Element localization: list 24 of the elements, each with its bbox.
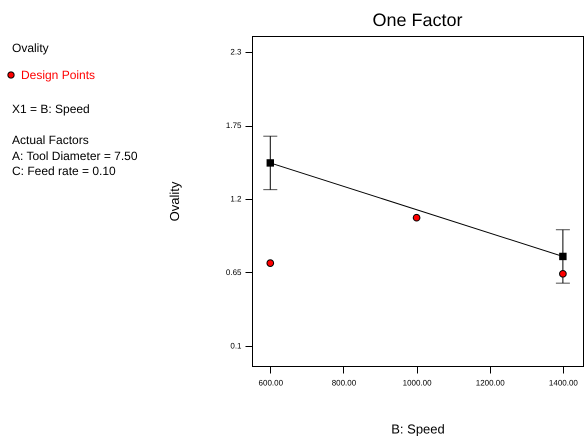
y-tick-label: 1.2	[230, 194, 242, 204]
x-tick-label: 1000.00	[402, 378, 432, 388]
point	[412, 214, 420, 222]
y-tick-label: 0.1	[230, 341, 242, 350]
point	[266, 259, 274, 267]
text: Actual Factors	[12, 133, 89, 147]
x-tick-label: 1200.00	[476, 378, 506, 388]
x-tick-label: 600.00	[258, 378, 284, 388]
y-tick-label: 1.75	[226, 121, 242, 130]
point	[559, 252, 567, 260]
text: X1 = B: Speed	[12, 102, 90, 116]
y-tick-label: 2.3	[230, 48, 242, 57]
legend-label: Design Points	[21, 68, 96, 82]
chart-title: One Factor	[372, 10, 463, 30]
y-axis-title: Ovality	[166, 181, 182, 222]
text: C: Feed rate = 0.10	[12, 164, 116, 178]
text: Ovality	[12, 41, 49, 55]
point	[559, 270, 567, 278]
x-axis-title: B: Speed	[391, 422, 445, 436]
text: A: Tool Diameter = 7.50	[12, 149, 138, 163]
point	[266, 159, 274, 167]
x-tick-label: 800.00	[332, 378, 357, 388]
y-tick-label: 0.65	[226, 268, 242, 277]
x-tick-label: 1400.00	[548, 378, 578, 388]
